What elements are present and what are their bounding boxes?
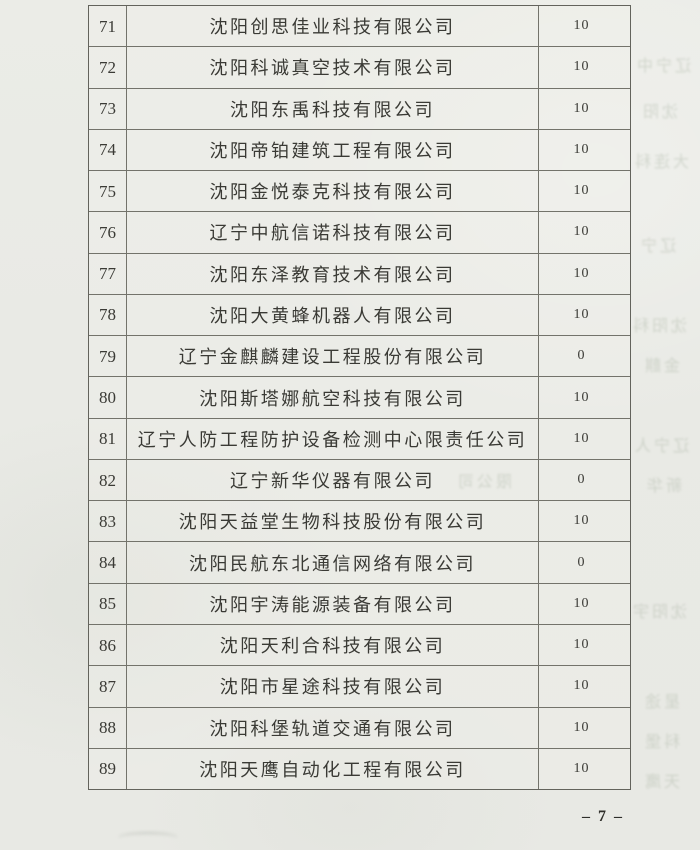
- score-cell: 10: [538, 707, 630, 748]
- company-name-cell: 沈阳斯塔娜航空科技有限公司: [199, 388, 466, 409]
- bleedthrough-text-artifact: 新华: [644, 478, 683, 495]
- company-name-cell: 辽宁金麒麟建设工程股份有限公司: [178, 347, 487, 368]
- bleedthrough-text-artifact: 沈阳宇: [630, 604, 688, 621]
- score-cell: 10: [538, 748, 630, 790]
- page-number: – 7 –: [582, 808, 624, 825]
- table-row: 84 沈阳民航东北通信网络有限公司 0: [89, 541, 630, 583]
- bleedthrough-text-artifact: 天鹰: [642, 774, 681, 791]
- table-row: 78 沈阳大黄蜂机器人有限公司 10: [89, 293, 630, 336]
- score-cell: 10: [538, 6, 630, 47]
- score-cell: 10: [538, 88, 630, 129]
- bleedthrough-text-artifact: 沈阳: [640, 104, 679, 121]
- bleedthrough-text-artifact: 金麒: [642, 358, 681, 375]
- row-index-cell: 82: [89, 459, 127, 501]
- company-name-cell: 沈阳金悦泰克科技有限公司: [209, 182, 456, 203]
- row-index-cell: 87: [89, 666, 127, 707]
- company-name-cell: 辽宁中航信诺科技有限公司: [209, 223, 456, 244]
- table-row: 72 沈阳科诚真空技术有限公司 10: [89, 46, 630, 88]
- table-row: 79 辽宁金麒麟建设工程股份有限公司 0: [89, 335, 630, 377]
- row-index-cell: 83: [89, 501, 127, 542]
- company-name-cell: 沈阳东泽教育技术有限公司: [209, 264, 456, 285]
- bleedthrough-text-artifact: 沈阳科: [630, 318, 688, 335]
- table-row: 73 沈阳东禹科技有限公司 10: [89, 87, 630, 129]
- company-name-cell: 辽宁新华仪器有限公司: [230, 471, 435, 492]
- bleedthrough-text-artifact: 大连科: [632, 154, 690, 171]
- score-cell: 10: [538, 501, 630, 542]
- table-row: 89 沈阳天鹰自动化工程有限公司 10: [89, 747, 630, 790]
- bleedthrough-text-artifact: 科堡: [642, 734, 681, 751]
- row-index-cell: 85: [89, 583, 127, 624]
- table-row: 82 辽宁新华仪器有限公司 0: [89, 458, 630, 501]
- scan-smudge: [118, 832, 178, 844]
- table-row: 77 沈阳东泽教育技术有限公司 10: [89, 252, 630, 294]
- table-row: 80 沈阳斯塔娜航空科技有限公司 10: [89, 376, 630, 418]
- bleedthrough-text-artifact: 辽宁人: [632, 438, 690, 455]
- company-name-cell: 沈阳大黄蜂机器人有限公司: [209, 305, 456, 326]
- table-row: 74 沈阳帝铂建筑工程有限公司 10: [89, 128, 630, 171]
- company-name-cell: 沈阳科诚真空技术有限公司: [209, 58, 456, 79]
- bleedthrough-text-artifact: 星途: [642, 694, 681, 711]
- score-cell: 10: [538, 253, 630, 294]
- company-name-cell: 沈阳创思佳业科技有限公司: [209, 17, 456, 38]
- company-name-cell: 沈阳天鹰自动化工程有限公司: [199, 759, 466, 780]
- row-index-cell: 89: [89, 748, 127, 790]
- table-row: 85 沈阳宇涛能源装备有限公司 10: [89, 582, 630, 624]
- row-index-cell: 86: [89, 624, 127, 666]
- table-row: 86 沈阳天利合科技有限公司 10: [89, 623, 630, 666]
- table-row: 83 沈阳天益堂生物科技股份有限公司 10: [89, 500, 630, 542]
- row-index-cell: 78: [89, 294, 127, 336]
- company-name-cell: 辽宁人防工程防护设备检测中心限责任公司: [137, 429, 528, 450]
- bleedthrough-text-artifact: 辽宁: [638, 238, 677, 255]
- company-name-cell: 沈阳天利合科技有限公司: [219, 636, 446, 657]
- score-cell: 10: [538, 418, 630, 459]
- score-cell: 10: [538, 294, 630, 336]
- company-name-cell: 沈阳帝铂建筑工程有限公司: [209, 140, 456, 161]
- score-cell: 10: [538, 583, 630, 624]
- score-cell: 10: [538, 129, 630, 171]
- row-index-cell: 73: [89, 88, 127, 129]
- row-index-cell: 80: [89, 377, 127, 418]
- table-row: 87 沈阳市星途科技有限公司 10: [89, 665, 630, 707]
- company-name-cell: 沈阳天益堂生物科技股份有限公司: [178, 512, 487, 533]
- row-index-cell: 84: [89, 542, 127, 583]
- score-cell: 0: [538, 336, 630, 377]
- row-index-cell: 72: [89, 47, 127, 88]
- score-cell: 0: [538, 542, 630, 583]
- score-cell: 10: [538, 666, 630, 707]
- score-cell: 10: [538, 377, 630, 418]
- company-name-cell: 沈阳宇涛能源装备有限公司: [209, 594, 456, 615]
- score-table: 71 沈阳创思佳业科技有限公司 10 72 沈阳科诚真空技术有限公司 10 73 沈阳东禹科技…: [88, 5, 631, 790]
- company-name-cell: 沈阳民航东北通信网络有限公司: [189, 553, 476, 574]
- score-cell: 10: [538, 624, 630, 666]
- table-row: 75 沈阳金悦泰克科技有限公司 10: [89, 170, 630, 212]
- row-index-cell: 79: [89, 336, 127, 377]
- table-row: 81 辽宁人防工程防护设备检测中心限责任公司 10: [89, 417, 630, 459]
- score-cell: 10: [538, 212, 630, 253]
- company-name-cell: 沈阳东禹科技有限公司: [230, 99, 435, 120]
- company-name-cell: 沈阳科堡轨道交通有限公司: [209, 718, 456, 739]
- table-row: 88 沈阳科堡轨道交通有限公司 10: [89, 706, 630, 748]
- company-name-cell: 沈阳市星途科技有限公司: [219, 677, 446, 698]
- table-row: 76 辽宁中航信诺科技有限公司 10: [89, 211, 630, 253]
- row-index-cell: 76: [89, 212, 127, 253]
- score-cell: 10: [538, 171, 630, 212]
- bleedthrough-text-artifact: 辽宁中: [634, 58, 692, 75]
- row-index-cell: 77: [89, 253, 127, 294]
- score-cell: 10: [538, 47, 630, 88]
- table-row: 71 沈阳创思佳业科技有限公司 10: [89, 6, 630, 47]
- row-index-cell: 71: [89, 6, 127, 47]
- row-index-cell: 75: [89, 171, 127, 212]
- row-index-cell: 74: [89, 129, 127, 171]
- row-index-cell: 81: [89, 418, 127, 459]
- score-cell: 0: [538, 459, 630, 501]
- row-index-cell: 88: [89, 707, 127, 748]
